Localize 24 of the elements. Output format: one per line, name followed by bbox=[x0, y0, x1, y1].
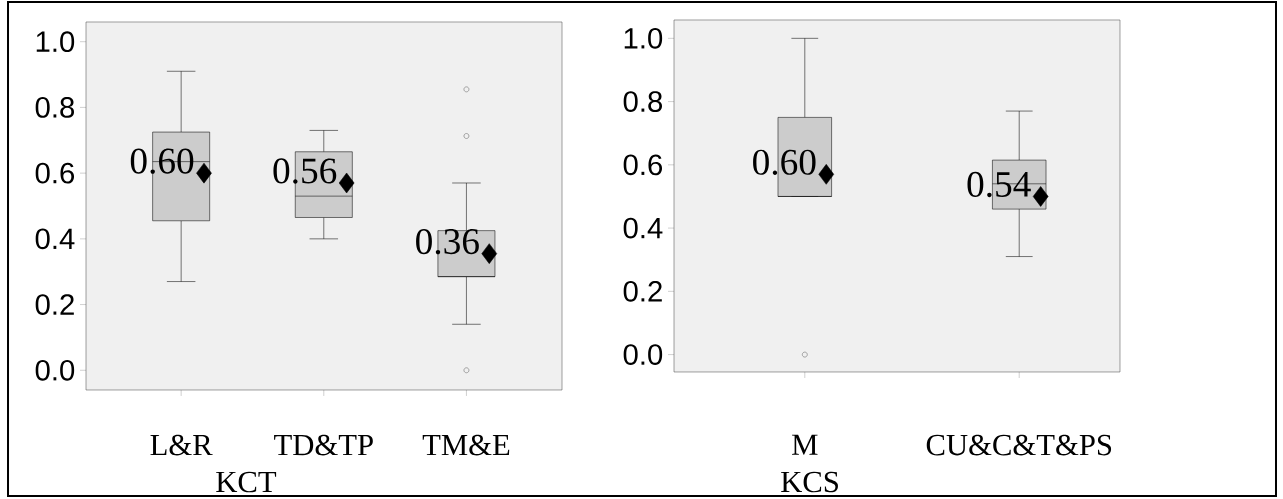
annotation: 0.56 bbox=[273, 158, 337, 184]
y-tick-label: 0.2 bbox=[623, 280, 662, 302]
y-tick-label: 1.0 bbox=[624, 27, 663, 49]
y-tick-label: 0.4 bbox=[35, 228, 75, 250]
x-tick-label: M bbox=[792, 434, 818, 455]
x-tick-label: L&R bbox=[150, 434, 213, 456]
x-axis-title: KCS bbox=[781, 471, 838, 493]
y-tick-label: 0.2 bbox=[35, 294, 74, 315]
annotation: 0.60 bbox=[753, 149, 816, 175]
x-tick-label: TD&TP bbox=[274, 434, 373, 456]
y-tick-label: 0.4 bbox=[623, 217, 663, 239]
x-tick-label: CU&C&T&PS bbox=[926, 434, 1112, 456]
y-tick-label: 0.8 bbox=[35, 97, 75, 118]
y-tick-label: 0.6 bbox=[623, 154, 663, 176]
x-axis-title: KCT bbox=[216, 471, 277, 493]
annotation: 0.54 bbox=[967, 171, 1031, 198]
annotation: 0.60 bbox=[130, 148, 194, 174]
y-tick-label: 1.0 bbox=[36, 31, 75, 53]
x-tick-label: TM&E bbox=[422, 434, 510, 456]
y-tick-label: 0.8 bbox=[623, 91, 663, 112]
y-tick-label: 0.6 bbox=[35, 162, 75, 184]
y-tick-label: 0.0 bbox=[623, 344, 663, 365]
annotation: 0.36 bbox=[416, 228, 479, 255]
y-tick-label: 0.0 bbox=[35, 359, 75, 381]
